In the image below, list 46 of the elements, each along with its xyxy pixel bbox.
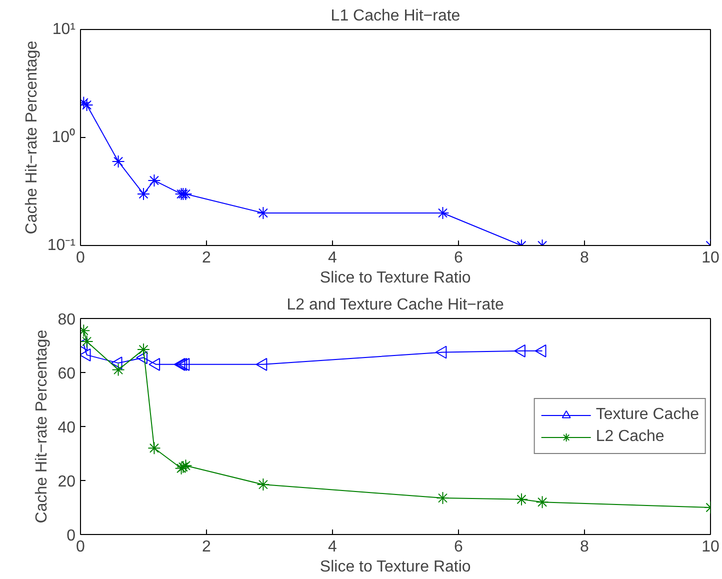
x-tick-label: 4 [328,538,338,556]
chart-title: L2 and Texture Cache Hit−rate [286,296,504,314]
legend-label: Texture Cache [596,406,699,424]
x-tick-label: 10 [702,538,720,556]
point [112,154,125,168]
y-tick-label: 40 [58,420,76,436]
x-tick-label: 8 [580,250,590,266]
x-tick-label: 2 [202,250,212,266]
x-tick-label: 2 [202,538,212,556]
chart-title: L1 Cache Hit−rate [330,8,460,24]
x-tick-label: 6 [454,250,464,266]
y-tick-label: 0 [66,528,76,544]
y-tick-label: 10⁻¹ [47,237,76,254]
y-tick-label: 60 [58,366,76,382]
y-axis-title: Cache Hit−rate Percentage [23,40,40,234]
y-tick-label: 80 [58,312,76,328]
x-tick-label: 6 [454,538,464,556]
x-tick-label: 8 [580,538,590,556]
point [256,478,270,492]
point [137,343,150,356]
x-axis-title: Slice to Texture Ratio [320,270,471,286]
point [136,351,148,364]
point [80,334,94,348]
point [436,206,450,220]
point [80,98,94,112]
point [110,356,122,370]
legend-label: L2 Cache [596,428,664,446]
point [137,187,150,200]
point [80,348,91,362]
point [256,358,268,371]
y-tick-label: 10⁰ [52,128,76,146]
point [148,442,161,455]
point [148,358,160,371]
point [514,344,526,358]
x-tick-label: 10 [702,250,720,266]
y-tick-label: 10¹ [52,21,76,38]
point [435,346,447,359]
point [148,174,161,187]
point [178,358,190,371]
x-axis-title: Slice to Texture Ratio [320,558,471,576]
x-tick-label: 4 [328,250,338,266]
point [112,363,125,376]
point [534,344,546,358]
y-tick-label: 20 [58,474,76,490]
y-axis-title: Cache Hit−rate Percentage [34,330,51,524]
point [256,206,270,220]
